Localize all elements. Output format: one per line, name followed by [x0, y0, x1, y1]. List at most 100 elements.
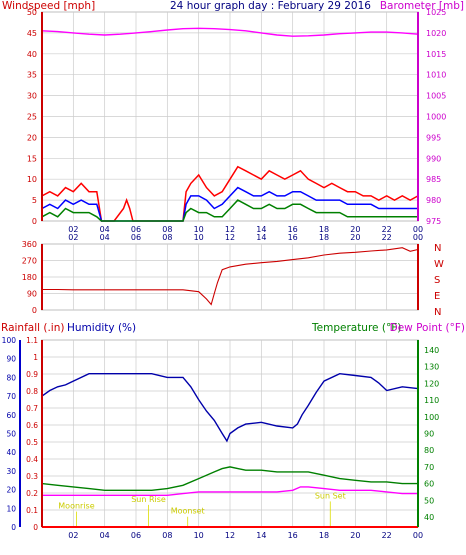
event-label: Sun Rise: [131, 495, 166, 504]
x-tick-label: 18: [319, 233, 329, 242]
x-tick-label: 04: [100, 225, 110, 234]
x-tick-label: 12: [225, 233, 235, 242]
barometer-tick-label: 980: [426, 196, 441, 205]
barometer-tick-label: 1005: [426, 92, 446, 101]
x-tick-label: 12: [225, 531, 235, 540]
x-tick-label: 22: [382, 531, 392, 540]
x-tick-label: 22: [382, 233, 392, 242]
x-tick-label: 00: [413, 225, 423, 234]
windspeed-tick-label: 10: [27, 175, 37, 184]
windspeed-tick-label: 15: [27, 154, 37, 163]
humidity-tick-label: 90: [6, 355, 16, 364]
x-tick-label: 04: [100, 233, 110, 242]
temperature-title: Temperature (°F): [311, 322, 401, 334]
windspeed-tick-label: 30: [27, 92, 37, 101]
x-tick-label: 16: [288, 225, 298, 234]
barometer-title: Barometer [mb]: [380, 0, 464, 12]
x-tick-label: 02: [68, 531, 78, 540]
windspeed-title: Windspeed [mph]: [2, 0, 95, 12]
temperature-tick-label: 90: [424, 430, 434, 439]
x-tick-label: 16: [288, 233, 298, 242]
x-tick-label: 10: [194, 531, 204, 540]
x-tick-label: 18: [319, 531, 329, 540]
direction-series: [42, 247, 419, 306]
temperature-tick-label: 60: [424, 480, 434, 489]
wind-series: [41, 27, 419, 222]
humidity-tick-label: 0: [11, 523, 16, 532]
rainfall-tick-label: 0: [33, 523, 38, 532]
barometer-axis-ticks: 975 980 985 990 995 1000 1005 1010 1015 1020 1025: [426, 8, 446, 226]
barometer-tick-label: 1000: [426, 113, 446, 122]
windspeed-tick-label: 40: [27, 50, 37, 59]
humidity-tick-label: 70: [6, 392, 16, 401]
x-tick-label: 02: [68, 233, 78, 242]
barometer-tick-label: 985: [426, 175, 441, 184]
rainfall-tick-label: 0.8: [26, 387, 38, 396]
windspeed-tick-label: 25: [27, 113, 37, 122]
x-tick-label: 16: [288, 531, 298, 540]
astronomy-events: Moonrise Sun Rise Moonset Sun Set: [58, 491, 346, 527]
humidity-tick-label: 100: [2, 336, 17, 345]
barometer-series-line: [41, 27, 419, 37]
event-label: Moonset: [171, 507, 205, 516]
temperature-tick-label: 130: [424, 363, 439, 372]
x-tick-label: 14: [256, 233, 266, 242]
barometer-tick-label: 995: [426, 133, 441, 142]
temp-x-axis-ticks: 02 04 06 08 10 12 14 16 18 20 22 00: [68, 531, 423, 540]
x-tick-label: 06: [131, 531, 141, 540]
humidity-tick-label: 10: [6, 504, 16, 513]
rainfall-tick-label: 0.4: [26, 455, 38, 464]
x-tick-label: 20: [350, 225, 360, 234]
rainfall-axis-ticks: 0 0.1 0.2 0.3 0.4 0.5 0.6 0.7 0.8 0.9 1 1.1: [26, 336, 38, 532]
temperature-tick-label: 120: [424, 379, 439, 388]
rainfall-tick-label: 0.5: [26, 438, 38, 447]
direction-gridlines: [42, 243, 418, 311]
x-tick-label: 00: [413, 233, 423, 242]
graph-title: 24 hour graph day : February 29 2016: [170, 0, 371, 12]
event-label: Sun Set: [315, 491, 346, 500]
direction-tick-label: 0: [32, 306, 37, 315]
compass-label: W: [434, 259, 444, 270]
temperature-tick-label: 70: [424, 463, 434, 472]
temperature-tick-label: 140: [424, 346, 439, 355]
rainfall-tick-label: 0.6: [26, 421, 38, 430]
x-tick-label: 02: [68, 225, 78, 234]
temperature-tick-label: 100: [424, 413, 439, 422]
x-tick-label: 00: [413, 531, 423, 540]
barometer-tick-label: 1025: [426, 8, 446, 17]
temperature-axis-ticks: 40 50 60 70 80 90 100 110 120 130 140: [424, 346, 439, 522]
temperature-tick-label: 110: [424, 396, 439, 405]
temperature-tick-label: 40: [424, 513, 434, 522]
rainfall-tick-label: 0.1: [26, 506, 38, 515]
x-tick-label: 08: [162, 225, 172, 234]
windspeed-tick-label: 35: [27, 71, 37, 80]
compass-label: E: [434, 291, 440, 302]
x-tick-label: 18: [319, 225, 329, 234]
barometer-tick-label: 1020: [426, 29, 446, 38]
x-tick-label: 10: [194, 225, 204, 234]
rainfall-tick-label: 0.7: [26, 404, 38, 413]
rainfall-tick-label: 1: [33, 353, 38, 362]
barometer-tick-label: 1010: [426, 71, 446, 80]
average-series-line: [41, 186, 418, 222]
humidity-tick-label: 20: [6, 486, 16, 495]
windspeed-tick-label: 20: [27, 133, 37, 142]
event-label: Moonrise: [58, 502, 94, 511]
humidity-tick-label: 80: [6, 373, 16, 382]
x-tick-label: 22: [382, 225, 392, 234]
direction-tick-label: 270: [22, 257, 37, 266]
x-tick-label: 08: [162, 531, 172, 540]
barometer-tick-label: 990: [426, 154, 441, 163]
x-tick-label: 08: [162, 233, 172, 242]
humidity-title: Humidity (%): [67, 322, 136, 334]
x-tick-label: 12: [225, 225, 235, 234]
temperature-tick-label: 80: [424, 446, 434, 455]
humidity-tick-label: 60: [6, 411, 16, 420]
temp-gridlines: [42, 339, 418, 528]
